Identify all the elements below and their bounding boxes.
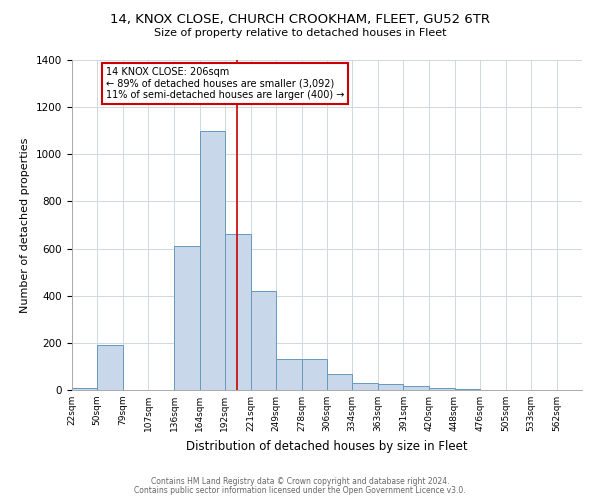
Y-axis label: Number of detached properties: Number of detached properties — [20, 138, 31, 312]
X-axis label: Distribution of detached houses by size in Fleet: Distribution of detached houses by size … — [186, 440, 468, 452]
Text: Size of property relative to detached houses in Fleet: Size of property relative to detached ho… — [154, 28, 446, 38]
Bar — [276, 360, 302, 390]
Bar — [430, 388, 455, 390]
Bar — [175, 246, 199, 390]
Bar — [378, 384, 403, 390]
Bar — [199, 130, 224, 390]
Text: Contains HM Land Registry data © Crown copyright and database right 2024.: Contains HM Land Registry data © Crown c… — [151, 477, 449, 486]
Text: 14, KNOX CLOSE, CHURCH CROOKHAM, FLEET, GU52 6TR: 14, KNOX CLOSE, CHURCH CROOKHAM, FLEET, … — [110, 12, 490, 26]
Bar — [224, 234, 251, 390]
Bar — [403, 386, 430, 390]
Bar — [327, 374, 352, 390]
Bar — [97, 345, 123, 390]
Bar — [72, 388, 97, 390]
Bar — [455, 389, 479, 390]
Text: 14 KNOX CLOSE: 206sqm
← 89% of detached houses are smaller (3,092)
11% of semi-d: 14 KNOX CLOSE: 206sqm ← 89% of detached … — [106, 67, 344, 100]
Bar — [302, 360, 327, 390]
Text: Contains public sector information licensed under the Open Government Licence v3: Contains public sector information licen… — [134, 486, 466, 495]
Bar — [352, 383, 378, 390]
Bar — [251, 291, 276, 390]
